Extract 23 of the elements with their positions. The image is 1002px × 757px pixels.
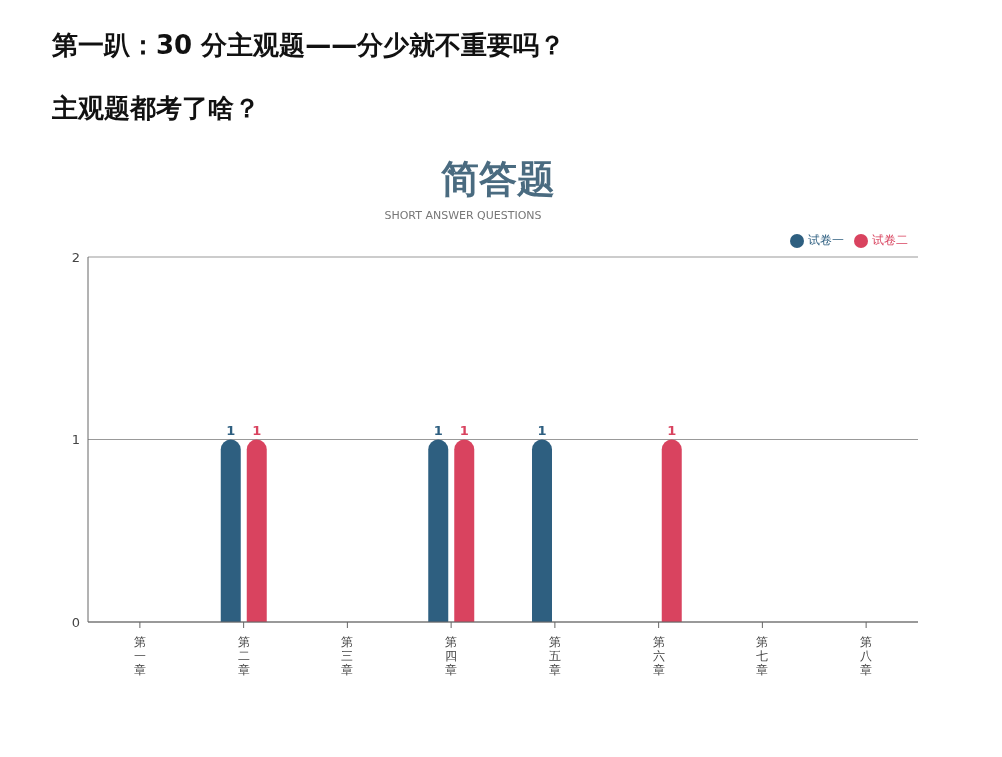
data-label: 1 <box>252 422 262 438</box>
x-tick-label: 第一章 <box>133 635 146 677</box>
chart-subtitle: SHORT ANSWER QUESTIONS <box>383 209 543 222</box>
chart-title: 简答题 <box>440 156 556 203</box>
data-label: 1 <box>667 422 677 438</box>
x-tick-label: 第六章 <box>652 635 665 677</box>
y-tick-label: 2 <box>71 249 80 265</box>
x-tick-label: 第七章 <box>756 635 769 677</box>
legend-label: 试卷二 <box>872 233 908 247</box>
data-label: 1 <box>459 422 469 438</box>
y-tick-label: 0 <box>71 614 80 630</box>
text: 主观题都考了啥？ <box>52 92 261 125</box>
x-tick-label: 第四章 <box>445 635 458 677</box>
x-tick-label: 第三章 <box>341 635 354 677</box>
data-label: 1 <box>433 422 443 438</box>
legend-label: 试卷一 <box>808 233 844 247</box>
x-tick-label: 第二章 <box>237 635 250 677</box>
y-tick-label: 1 <box>71 432 80 448</box>
data-label: 1 <box>537 422 547 438</box>
data-label: 1 <box>226 422 236 438</box>
text: 第一趴：30 分主观题——分少就不重要吗？ <box>52 29 567 62</box>
x-tick-label: 第五章 <box>548 635 561 677</box>
x-tick-label: 第八章 <box>860 635 873 677</box>
